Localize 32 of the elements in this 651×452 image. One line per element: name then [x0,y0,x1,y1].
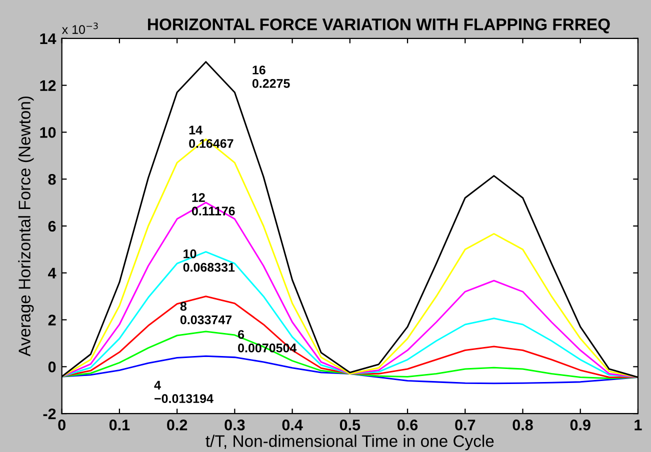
x-tick-label: 0.9 [570,420,590,430]
y-axis-title: Average Horizontal Force (Newton) [18,96,34,356]
annotation: 10 0.068331 [183,249,235,272]
annotation: 8 0.033747 [180,302,232,324]
line-series [62,202,638,378]
y-tick-label: 10 [40,127,56,138]
annotation: 4 −0.013194 [154,380,214,404]
y-tick-label: 12 [40,80,56,91]
y-tick-label: 4 [48,268,56,278]
x-tick-label: 0.8 [512,420,533,430]
y-tick-label: 8 [48,174,56,185]
x-tick-label: 0.6 [398,420,418,430]
y-tick-label: 2 [48,314,56,326]
x-tick-label: 1 [634,420,642,430]
x-axis-title: t/T, Non-dimensional Time in one Cycle [206,434,494,450]
annotation: 16 0.2275 [252,66,290,88]
x-tick-label: 0.7 [455,420,476,430]
line-series [62,296,638,378]
y-tick-label: -2 [43,408,56,420]
line-series [62,138,638,378]
x-tick-label: 0.1 [109,420,130,430]
x-tick-label: 0.4 [282,420,303,430]
y-tick-label: 14 [40,33,56,44]
x-tick-label: 0 [58,420,66,430]
y-tick-label: 0 [48,362,56,372]
x-tick-label: 0.3 [224,420,245,430]
x-tick-label: 0.5 [340,420,360,430]
x-tick-label: 0.2 [167,420,188,430]
text: x 10$^{−3}$ [62,22,98,34]
chart-title: HORIZONTAL FORCE VARIATION WITH FLAPPING FRREQ [148,18,610,34]
y-tick-label: 6 [48,220,56,232]
line-series [62,251,638,378]
